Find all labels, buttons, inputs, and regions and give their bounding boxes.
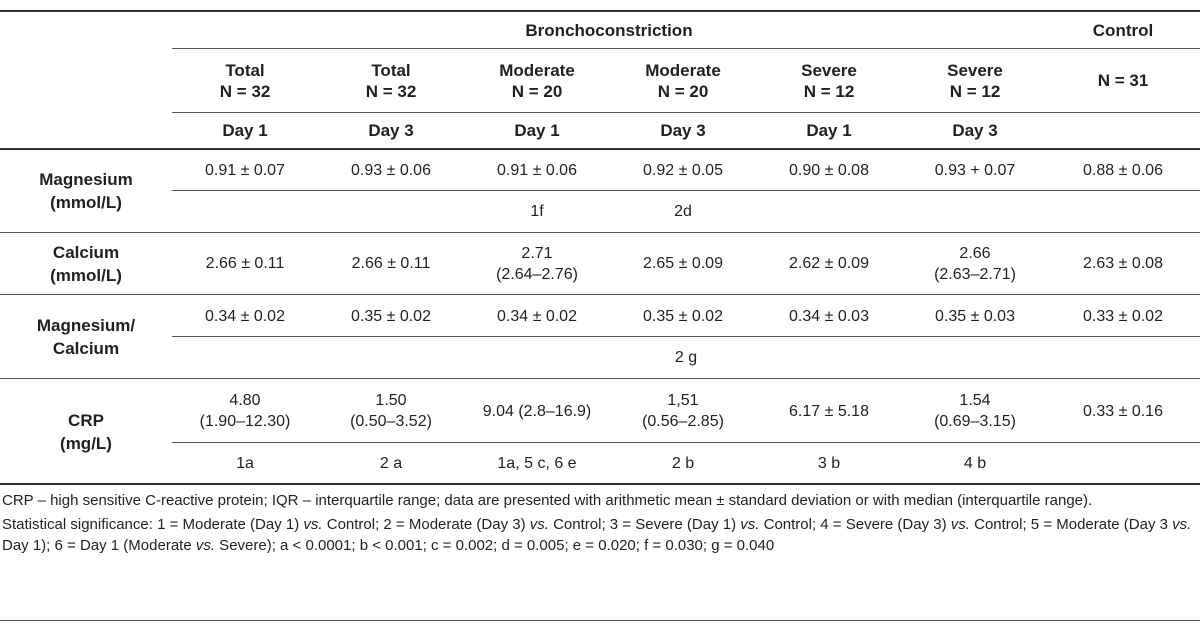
table-cell: 0.91 ± 0.07 bbox=[205, 161, 285, 179]
mgca-inner-rule bbox=[172, 336, 1200, 337]
table-cell: 1.50 (0.50–3.52) bbox=[350, 392, 432, 430]
magnesium-inner-rule bbox=[172, 190, 1200, 191]
table-cell: 0.93 + 0.07 bbox=[934, 161, 1016, 179]
table-cell: 2.63 ± 0.08 bbox=[1083, 255, 1163, 272]
table-cell: 1,51 (0.56–2.85) bbox=[642, 392, 724, 430]
significance-cell: 1a, 5 c, 6 e bbox=[497, 454, 577, 472]
table-cell: 0.92 ± 0.05 bbox=[643, 161, 723, 179]
row-label-calcium: Calcium (mmol/L) bbox=[50, 242, 122, 285]
header-bottom-rule bbox=[0, 148, 1200, 150]
day-header: Day 3 bbox=[368, 121, 414, 140]
group-header-control: Control bbox=[1092, 20, 1154, 40]
table-cell: 0.34 ± 0.03 bbox=[789, 307, 869, 325]
significance-cell: 1a bbox=[236, 454, 254, 472]
significance-cell: 2d bbox=[674, 203, 692, 220]
table-cell: 6.17 ± 5.18 bbox=[789, 402, 869, 420]
table-cell: 2.62 ± 0.09 bbox=[789, 255, 869, 272]
table-cell: 1.54 (0.69–3.15) bbox=[934, 392, 1016, 430]
significance-cell: 1f bbox=[530, 203, 544, 220]
table-cell: 4.80 (1.90–12.30) bbox=[199, 392, 291, 430]
row-label-magnesium-calcium: Magnesium/Calcium bbox=[36, 316, 136, 358]
day-header: Day 1 bbox=[514, 121, 560, 140]
col-header-total-day1: Total N = 32 bbox=[219, 60, 271, 101]
col-header-total-day3: Total N = 32 bbox=[365, 60, 417, 101]
significance-cell: 2 a bbox=[379, 454, 403, 472]
day-header: Day 3 bbox=[660, 121, 706, 140]
col-header-severe-day1: Severe N = 12 bbox=[801, 60, 857, 101]
table-cell: 2.66 ± 0.11 bbox=[205, 255, 285, 272]
footnote-significance: Statistical significance: 1 = Moderate (… bbox=[2, 516, 1192, 554]
table-cell: 9.04 (2.8–16.9) bbox=[482, 402, 592, 420]
table-cell: 0.91 ± 0.06 bbox=[497, 161, 577, 179]
n-header-rule bbox=[172, 112, 1200, 113]
table-cell: 0.90 ± 0.08 bbox=[789, 161, 869, 179]
significance-cell: 3 b bbox=[817, 454, 841, 472]
col-header-moderate-day3: Moderate N = 20 bbox=[645, 60, 721, 101]
table-cell: 2.66 (2.63–2.71) bbox=[934, 244, 1016, 283]
table-cell: 0.34 ± 0.02 bbox=[205, 307, 285, 325]
group-header-rule bbox=[172, 48, 1200, 49]
significance-cell: 4 b bbox=[963, 454, 987, 472]
col-header-moderate-day1: Moderate N = 20 bbox=[499, 60, 575, 101]
table-cell: 0.88 ± 0.06 bbox=[1083, 161, 1163, 179]
table-cell: 0.35 ± 0.02 bbox=[643, 307, 723, 325]
col-header-severe-day3: Severe N = 12 bbox=[947, 60, 1003, 101]
table-cell: 2.71 (2.64–2.76) bbox=[496, 244, 578, 283]
row-label-crp: CRP (mg/L) bbox=[60, 410, 112, 453]
col-header-control-n: N = 31 bbox=[1097, 71, 1149, 90]
magnesium-bottom-rule bbox=[0, 232, 1200, 233]
significance-cell: 2 b bbox=[671, 454, 695, 472]
day-header: Day 3 bbox=[952, 121, 998, 140]
table-cell: 0.33 ± 0.16 bbox=[1083, 402, 1163, 420]
table-cell: 0.35 ± 0.02 bbox=[351, 307, 431, 325]
footnote-bottom-rule bbox=[0, 620, 1200, 621]
mgca-bottom-rule bbox=[0, 378, 1200, 379]
table-cell: 2.66 ± 0.11 bbox=[351, 255, 431, 272]
footnote-abbreviations: CRP – high sensitive C-reactive protein;… bbox=[2, 492, 1093, 509]
table-bottom-rule bbox=[0, 483, 1200, 485]
table-cell: 0.34 ± 0.02 bbox=[497, 307, 577, 325]
calcium-bottom-rule bbox=[0, 294, 1200, 295]
table-top-rule bbox=[0, 10, 1200, 12]
day-header: Day 1 bbox=[806, 121, 852, 140]
group-header-bronchoconstriction: Bronchoconstriction bbox=[525, 20, 693, 40]
row-label-magnesium: Magnesium (mmol/L) bbox=[39, 170, 133, 212]
table-cell: 0.33 ± 0.02 bbox=[1083, 307, 1163, 325]
table-footnotes: CRP – high sensitive C-reactive protein;… bbox=[2, 490, 1192, 556]
significance-cell: 2 g bbox=[674, 349, 698, 366]
table-cell: 2.65 ± 0.09 bbox=[643, 255, 723, 272]
crp-inner-rule bbox=[172, 442, 1200, 443]
table-cell: 0.35 ± 0.03 bbox=[935, 307, 1015, 325]
day-header: Day 1 bbox=[222, 121, 268, 140]
table-cell: 0.93 ± 0.06 bbox=[351, 161, 431, 179]
